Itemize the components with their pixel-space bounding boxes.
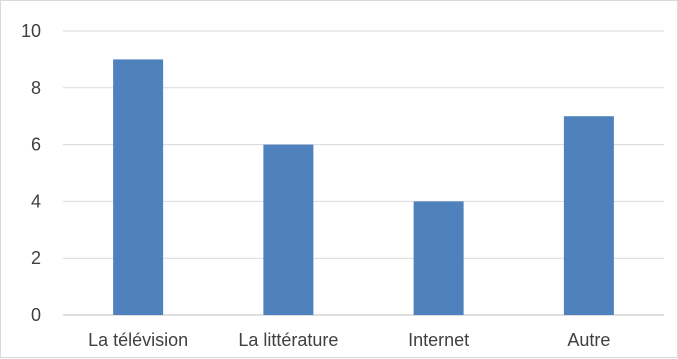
x-category-label: La télévision [88, 330, 188, 350]
bars [113, 59, 614, 316]
y-tick-label: 6 [31, 135, 41, 155]
x-axis-labels: La télévision La littérature Internet Autre [88, 330, 610, 350]
x-category-label: La littérature [238, 330, 338, 350]
y-tick-label: 2 [31, 248, 41, 268]
bar [263, 144, 314, 315]
y-tick-label: 4 [31, 191, 41, 211]
y-axis-ticks: 0 2 4 6 8 10 [21, 21, 41, 325]
y-tick-label: 8 [31, 78, 41, 98]
y-tick-label: 0 [31, 305, 41, 325]
bar [563, 116, 614, 315]
bar [113, 59, 164, 316]
bar [413, 201, 464, 315]
x-category-label: Autre [567, 330, 610, 350]
gridlines [63, 30, 664, 316]
x-category-label: Internet [408, 330, 469, 350]
y-tick-label: 10 [21, 21, 41, 41]
